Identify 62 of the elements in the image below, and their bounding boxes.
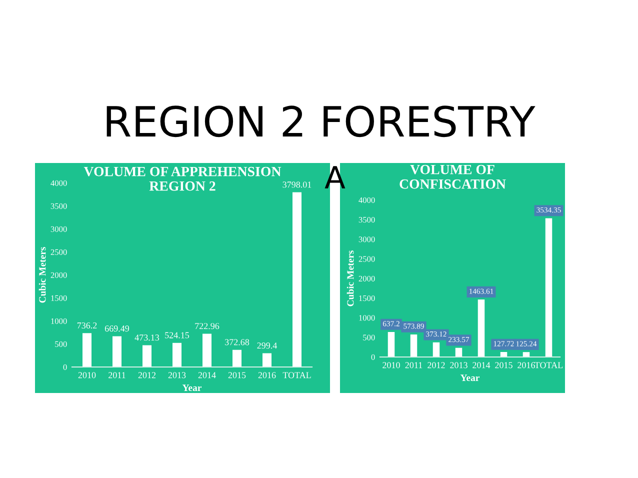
y-tick-label: 2500 [50, 249, 67, 255]
data-label: 669.49 [104, 326, 130, 332]
y-axis-title: Cubic Meters [346, 250, 354, 306]
x-axis-title: Year [460, 374, 480, 382]
bar [142, 345, 152, 367]
x-tick-label: 2013 [450, 362, 468, 368]
bar [388, 332, 395, 357]
chart-title: VOLUME OF CONFISCATION [400, 164, 506, 189]
x-tick-label: 2010 [78, 372, 96, 378]
y-tick-label: 500 [55, 341, 67, 347]
y-tick-label: 3500 [358, 216, 375, 223]
text: REGION 2 FORESTRY [106, 106, 536, 138]
x-tick-label: 2016 [518, 362, 536, 368]
bar [112, 336, 122, 367]
y-tick-label: 1000 [51, 318, 67, 324]
bar [545, 218, 552, 357]
y-tick-label: 2000 [358, 276, 375, 282]
y-tick-label: 0 [371, 354, 375, 360]
y-tick-label: 2000 [50, 272, 67, 278]
y-axis-title: Cubic Meters [38, 247, 46, 303]
x-tick-label: 2011 [108, 372, 126, 378]
bar [478, 300, 485, 357]
y-tick-label: 1500 [51, 295, 67, 301]
y-tick-label: 0 [63, 364, 67, 370]
data-label: 524.15 [165, 332, 190, 338]
data-label: 736.2 [77, 322, 97, 329]
y-tick-label: 1500 [359, 295, 375, 302]
x-tick-label: TOTAL [282, 372, 311, 378]
x-tick-label: 2012 [138, 372, 156, 378]
bar [232, 350, 242, 367]
x-tick-label: 2012 [428, 362, 445, 368]
x-tick-label: 2015 [228, 372, 246, 378]
x-tick-label: 2014 [472, 362, 490, 368]
x-tick-label: 2013 [168, 372, 186, 378]
data-label: 299.4 [257, 342, 278, 349]
y-tick-label: 4000 [358, 197, 375, 203]
x-tick-label: TOTAL [534, 362, 563, 368]
x-tick-label: 2016 [258, 372, 276, 378]
data-label: 372.68 [225, 339, 250, 346]
y-tick-label: 1000 [359, 315, 375, 321]
bar [410, 334, 418, 357]
x-tick-label: 2015 [495, 362, 512, 368]
y-tick-label: 4000 [50, 180, 67, 186]
data-label: 3798.01 [282, 182, 312, 188]
bar [262, 353, 272, 367]
bar [292, 192, 302, 367]
bar [432, 342, 440, 357]
bar [172, 342, 182, 367]
x-tick-label: 2010 [382, 362, 400, 368]
y-tick-label: 500 [363, 334, 375, 340]
y-tick-label: 3500 [50, 203, 67, 209]
x-tick-label: 2014 [198, 372, 216, 378]
chart-title: VOLUME OF APPREHENSION REGION 2 [84, 166, 282, 191]
y-tick-label: 3000 [358, 236, 375, 242]
y-tick-label: 2500 [358, 256, 375, 262]
x-tick-label: 2011 [405, 362, 422, 368]
data-label: 722.96 [195, 323, 220, 330]
y-tick-label: 3000 [50, 226, 67, 232]
x-axis-title: Year [182, 384, 202, 392]
data-label: 473.13 [134, 334, 160, 341]
bar [202, 334, 212, 367]
bar [82, 333, 92, 367]
